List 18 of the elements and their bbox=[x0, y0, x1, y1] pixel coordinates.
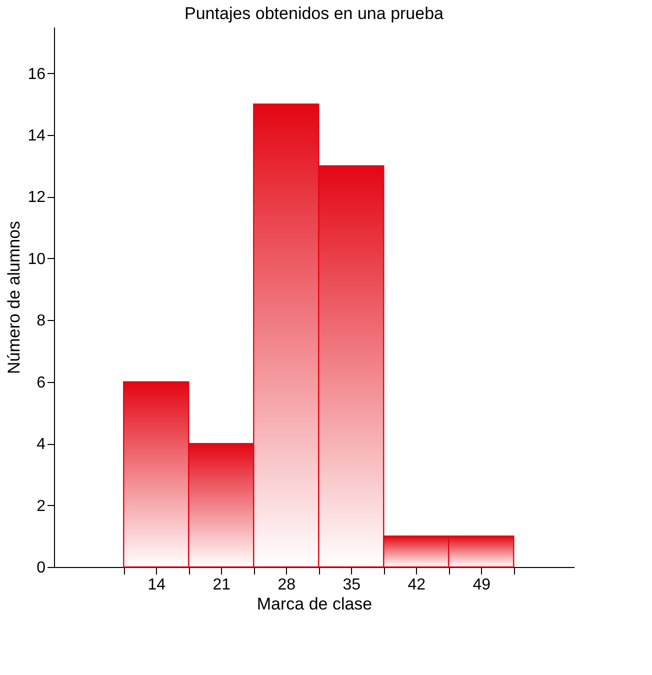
x-tick-label: 14 bbox=[148, 576, 166, 594]
y-tick-label: 4 bbox=[36, 436, 46, 454]
x-tick-label: 21 bbox=[212, 576, 231, 594]
x-axis-title: Marca de clase bbox=[256, 594, 372, 614]
y-tick-label: 10 bbox=[28, 250, 46, 268]
y-tick-label: 14 bbox=[28, 128, 46, 144]
y-tick-label: 12 bbox=[28, 189, 46, 206]
y-tick-label: 16 bbox=[28, 66, 46, 83]
x-tick-label: 28 bbox=[278, 576, 296, 594]
x-tick-label: 42 bbox=[408, 576, 426, 594]
chart-title: Puntajes obtenidos en una prueba bbox=[184, 4, 444, 23]
y-axis-title: Número de alumnos bbox=[4, 220, 24, 374]
x-tick-label: 49 bbox=[472, 576, 491, 594]
x-tick-label: 35 bbox=[342, 576, 361, 594]
y-tick-label: 2 bbox=[36, 498, 46, 515]
y-tick-label: 6 bbox=[36, 374, 46, 392]
y-tick-label: 8 bbox=[36, 312, 46, 330]
y-tick-label: 0 bbox=[36, 560, 46, 576]
